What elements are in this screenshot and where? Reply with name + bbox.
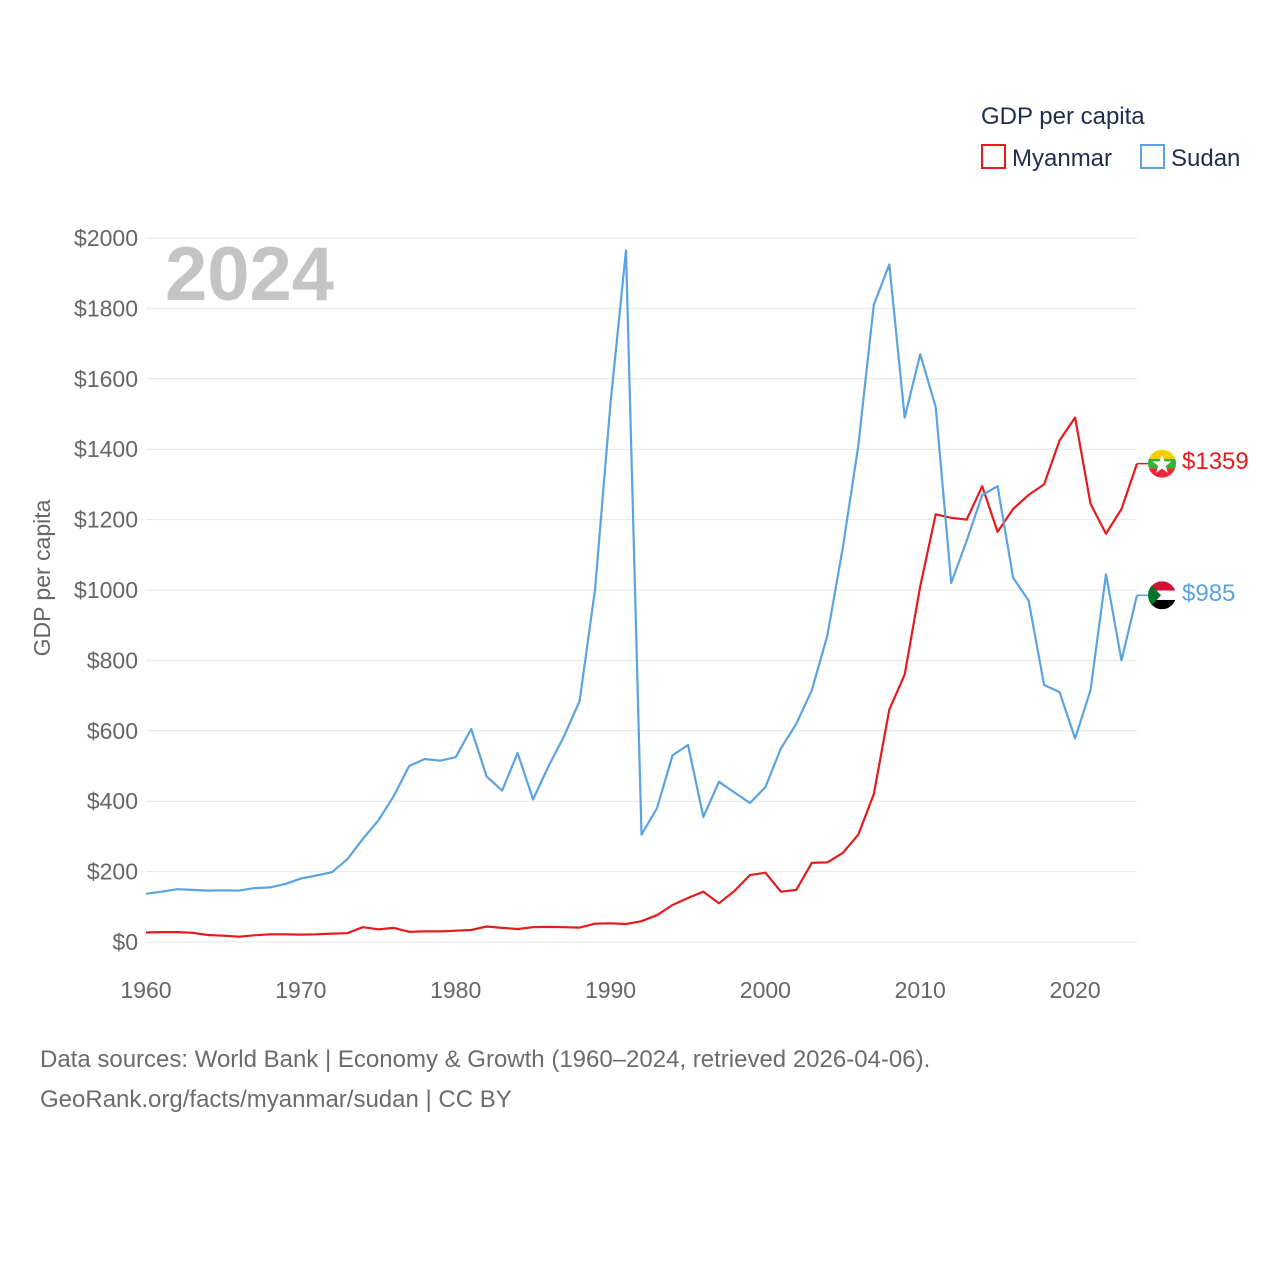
legend-label-myanmar[interactable]: Myanmar xyxy=(1012,145,1112,172)
credit-link[interactable]: GeoRank.org/facts/myanmar/sudan | CC BY xyxy=(40,1086,512,1113)
x-tick-label: 1980 xyxy=(430,977,481,1003)
y-tick-label: $1600 xyxy=(74,366,138,392)
end-value-label-myanmar: $1359 xyxy=(1182,448,1249,475)
end-value-label-sudan: $985 xyxy=(1182,580,1235,607)
y-tick-label: $200 xyxy=(87,859,138,885)
legend-label-sudan[interactable]: Sudan xyxy=(1171,145,1240,172)
x-tick-label: 2020 xyxy=(1049,977,1100,1003)
data-source-text: Data sources: World Bank | Economy & Gro… xyxy=(40,1046,931,1073)
series-line-sudan[interactable] xyxy=(145,249,1139,895)
source-footer: Data sources: World Bank | Economy & Gro… xyxy=(40,1040,930,1120)
myanmar-flag-icon xyxy=(1148,449,1176,478)
x-tick-label: 1970 xyxy=(275,977,326,1003)
series-end-markers: $1359 $985 xyxy=(1137,448,1249,610)
legend-title: GDP per capita xyxy=(981,103,1145,130)
x-tick-label: 2000 xyxy=(740,977,791,1003)
x-axis-ticks: 1960 1970 1980 1990 2000 2010 2020 xyxy=(120,977,1100,1003)
y-tick-label: $0 xyxy=(112,929,138,955)
legend: GDP per capita Myanmar Sudan xyxy=(981,103,1240,172)
gridlines xyxy=(146,237,1137,943)
y-axis-ticks: $0 $200 $400 $600 $800 $1000 $1200 $1400 $1600 $1… xyxy=(74,225,138,955)
y-tick-label: $2000 xyxy=(74,225,138,251)
legend-swatch-sudan[interactable] xyxy=(1140,144,1165,169)
line-chart: $0 $200 $400 $600 $800 $1000 $1200 $1400 $1600 $1… xyxy=(29,103,1249,1003)
series-line-myanmar[interactable] xyxy=(145,416,1139,938)
y-tick-label: $1800 xyxy=(74,295,138,321)
x-tick-label: 1990 xyxy=(585,977,636,1003)
legend-swatch-myanmar[interactable] xyxy=(981,144,1006,169)
y-axis-title: GDP per capita xyxy=(29,499,55,656)
y-tick-label: $600 xyxy=(87,718,138,744)
x-tick-label: 1960 xyxy=(120,977,171,1003)
y-tick-label: $1000 xyxy=(74,577,138,603)
y-tick-label: $800 xyxy=(87,647,138,673)
y-tick-label: $400 xyxy=(87,788,138,814)
y-tick-label: $1200 xyxy=(74,507,138,533)
sudan-flag-icon xyxy=(1148,581,1176,610)
x-tick-label: 2010 xyxy=(895,977,946,1003)
current-year-label: 2024 xyxy=(165,232,334,317)
series-lines xyxy=(145,249,1139,938)
y-tick-label: $1400 xyxy=(74,436,138,462)
